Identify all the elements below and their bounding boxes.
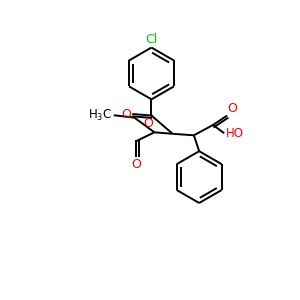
- Text: HO: HO: [225, 127, 243, 140]
- Text: H$_3$C: H$_3$C: [88, 108, 112, 123]
- Text: Cl: Cl: [145, 33, 158, 46]
- Text: O: O: [121, 108, 131, 121]
- Text: O: O: [143, 117, 153, 130]
- Text: O: O: [131, 158, 141, 171]
- Text: O: O: [227, 102, 237, 115]
